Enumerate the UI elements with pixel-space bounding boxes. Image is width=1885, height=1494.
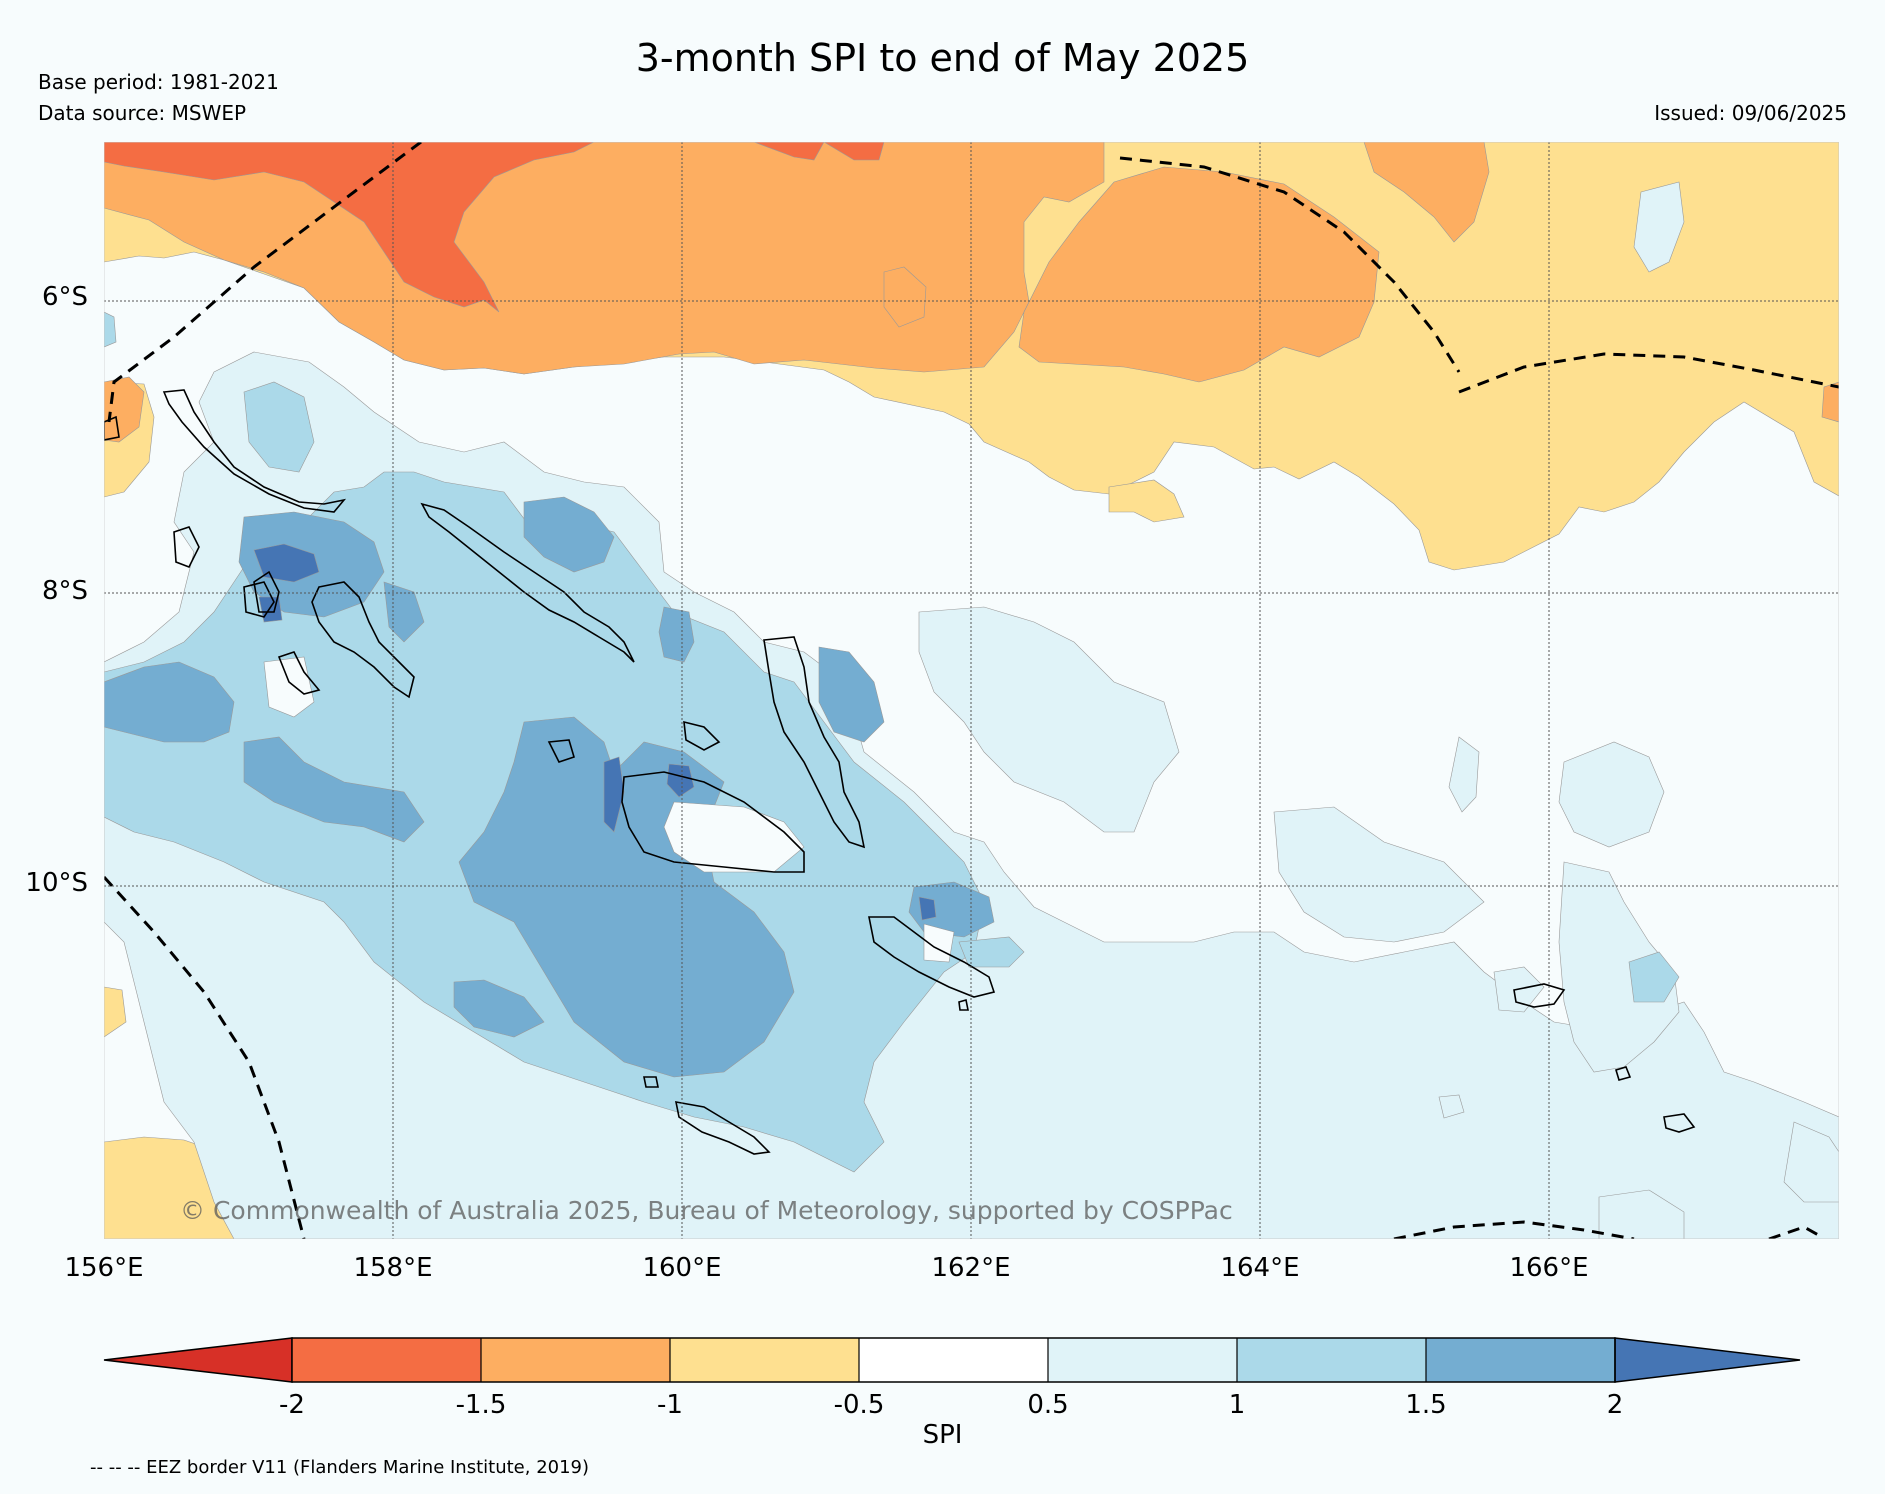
spi-region-wet-strong-10 xyxy=(383,581,425,643)
lon-label-158e: 158°E xyxy=(353,1253,433,1283)
spi-region-wet-strong-5 xyxy=(523,496,615,573)
spi-region-wet-extreme-2 xyxy=(603,756,625,833)
coastline-russell xyxy=(547,739,575,763)
lon-label-160e: 160°E xyxy=(642,1253,722,1283)
spi-region-wet-medium-2 xyxy=(104,311,117,348)
spi-region-wet-strong-6 xyxy=(658,606,695,663)
colorbar xyxy=(103,1337,1801,1383)
colorbar-tick: -1 xyxy=(657,1390,683,1420)
coastline-florida-islands xyxy=(683,720,721,751)
spi-region-wet-light-6 xyxy=(1558,861,1680,1073)
coastline-rennell xyxy=(674,1101,771,1155)
graticule xyxy=(104,142,1839,1239)
lon-label-166e: 166°E xyxy=(1509,1253,1589,1283)
spi-region-dry-strong xyxy=(104,142,825,313)
coastline-new-georgia xyxy=(253,570,280,613)
spi-region-wet-strong-7 xyxy=(818,646,885,743)
spi-region-wet-medium-5 xyxy=(958,936,1025,968)
lon-label-156e: 156°E xyxy=(64,1253,144,1283)
colorbar-tick: -0.5 xyxy=(833,1390,885,1420)
copyright-notice: © Commonwealth of Australia 2025, Bureau… xyxy=(180,1196,1233,1225)
lat-label-10s: 10°S xyxy=(25,868,88,898)
colorbar-segment-5 xyxy=(1048,1338,1237,1382)
spi-region-dry-light-5 xyxy=(1108,479,1185,523)
coastline-new-georgia-2 xyxy=(311,581,415,699)
data-source: Data source: MSWEP xyxy=(38,101,247,125)
spi-region-wet-light-10 xyxy=(1438,1094,1465,1119)
coastline-ulawa xyxy=(958,998,969,1011)
coastlines xyxy=(104,389,1696,1155)
spi-region-wet-light-3 xyxy=(1273,806,1485,943)
spi-region-wet-light-4 xyxy=(1558,741,1665,848)
spi-region-wet-light-5 xyxy=(1448,736,1480,813)
coastline-shortland xyxy=(104,415,120,441)
coastline-vanikoro xyxy=(1615,1066,1632,1081)
spi-region-wet-strong-8 xyxy=(908,881,995,938)
spi-map xyxy=(104,142,1839,1239)
spi-region-wet-light-8 xyxy=(1783,1121,1839,1203)
colorbar-segment-6 xyxy=(1237,1338,1426,1382)
coastline-santa-isabel xyxy=(420,502,635,663)
spi-region-wet-extreme-3 xyxy=(666,763,695,798)
coastline-rendova xyxy=(277,651,321,695)
colorbar-extend-high xyxy=(1614,1337,1801,1383)
lon-label-162e: 162°E xyxy=(931,1253,1011,1283)
map-title: 3-month SPI to end of May 2025 xyxy=(635,36,1250,80)
colorbar-tick: 2 xyxy=(1606,1390,1624,1420)
colorbar-segment-4 xyxy=(859,1338,1048,1382)
spi-region-wet-extreme xyxy=(253,543,320,583)
spi-region-wet-extreme-4 xyxy=(918,896,937,921)
spi-region-wet-strong-9 xyxy=(453,979,545,1038)
colorbar-segment-2 xyxy=(481,1338,670,1382)
spi-region-wet-strong xyxy=(104,661,235,743)
colorbar-tick: 1 xyxy=(1228,1390,1246,1420)
coastline-torres xyxy=(1663,1113,1696,1133)
coastline-makira xyxy=(868,916,996,998)
coastline-bellona xyxy=(643,1076,659,1088)
colorbar-tick: -2 xyxy=(279,1390,305,1420)
spi-region-dry-medium-4 xyxy=(883,266,927,328)
coastline-vella-lavella xyxy=(173,526,200,569)
lon-label-164e: 164°E xyxy=(1220,1253,1300,1283)
spi-region-wet-medium-4 xyxy=(1628,951,1680,1003)
spi-region-wet-light-2 xyxy=(918,606,1180,833)
spi-region-wet-strong-2 xyxy=(243,736,425,843)
spi-region-wet-light-11 xyxy=(1633,181,1685,273)
colorbar-label: SPI xyxy=(922,1420,963,1450)
spi-region-dry-light-3 xyxy=(104,986,127,1038)
colorbar-segment-3 xyxy=(670,1338,859,1382)
spi-region-dry-medium-2 xyxy=(1018,166,1380,383)
colorbar-extend-low xyxy=(103,1337,293,1383)
coastline-malaita xyxy=(763,636,866,849)
coastline-santa-cruz xyxy=(1513,983,1566,1008)
base-period: Base period: 1981-2021 xyxy=(38,70,279,94)
spi-region-dry-medium-5 xyxy=(1821,381,1839,423)
spi-region-dry-medium-3 xyxy=(1363,142,1490,243)
spi-region-wet-medium-3 xyxy=(243,381,315,473)
colorbar-segment-7 xyxy=(1426,1338,1615,1382)
eez-borders xyxy=(104,142,1839,1239)
colorbar-tick: 0.5 xyxy=(1027,1390,1069,1420)
colorbar-segment-1 xyxy=(292,1338,481,1382)
coastline-kolombangara xyxy=(243,581,275,618)
lat-label-6s: 6°S xyxy=(41,282,88,312)
eez-legend-note: -- -- -- EEZ border V11 (Flanders Marine… xyxy=(90,1457,590,1478)
lat-label-8s: 8°S xyxy=(41,576,88,606)
coastline-choiseul xyxy=(162,389,347,513)
coastline-guadalcanal xyxy=(621,771,805,873)
issued-date: Issued: 09/06/2025 xyxy=(1654,101,1847,125)
colorbar-tick: -1.5 xyxy=(455,1390,507,1420)
spi-region-dry-strong-2 xyxy=(823,142,885,161)
colorbar-tick: 1.5 xyxy=(1405,1390,1447,1420)
